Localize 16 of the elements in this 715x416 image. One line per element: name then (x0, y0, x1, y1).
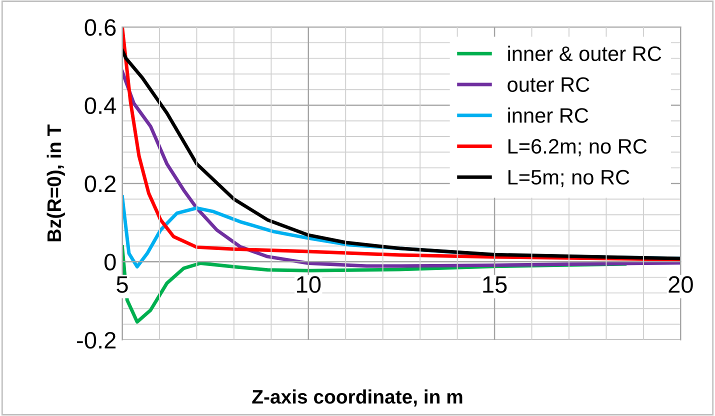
legend-label: inner RC (508, 108, 588, 123)
y-tick-label: 0.2 (84, 176, 116, 192)
y-tick-label: 0.6 (84, 19, 116, 36)
y-axis-title: Bz(R=0), in T (46, 124, 65, 242)
legend-label: outer RC (508, 77, 590, 92)
legend-label: inner & outer RC (508, 46, 662, 62)
x-tick-label: 5 (116, 276, 128, 293)
x-tick-label: 15 (483, 276, 507, 293)
y-tick-label: -0.2 (77, 332, 116, 349)
x-axis-title: Z-axis coordinate, in m (252, 389, 462, 407)
x-tick-label: 20 (668, 276, 693, 293)
y-tick-label: 0 (104, 254, 116, 270)
x-tick-label: 10 (297, 276, 321, 293)
legend-label: L=6.2m; no RC (508, 138, 647, 156)
legend-label: L=5m; no RC (508, 170, 630, 188)
y-tick-label: 0.4 (84, 97, 116, 114)
